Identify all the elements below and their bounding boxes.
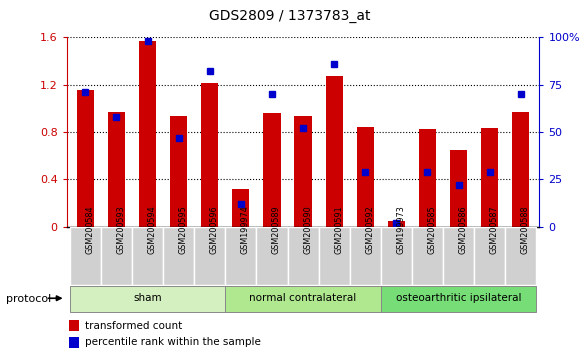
Bar [325,76,343,227]
FancyBboxPatch shape [194,227,225,285]
Text: sham: sham [133,293,162,303]
Text: GSM199974: GSM199974 [241,205,250,254]
FancyBboxPatch shape [381,286,536,312]
FancyBboxPatch shape [70,286,225,312]
Bar [108,112,125,227]
FancyBboxPatch shape [412,227,443,285]
FancyBboxPatch shape [381,227,412,285]
Text: GSM199973: GSM199973 [396,205,405,254]
FancyBboxPatch shape [443,227,474,285]
Bar [419,130,436,227]
Bar [139,41,156,227]
Bar [201,83,218,227]
Text: GSM200594: GSM200594 [147,205,157,254]
Bar [69,337,79,348]
FancyBboxPatch shape [474,227,505,285]
Text: GSM200596: GSM200596 [210,205,219,254]
FancyBboxPatch shape [288,227,318,285]
FancyBboxPatch shape [225,286,381,312]
Bar [233,189,249,227]
Bar [450,150,467,227]
Text: GSM200592: GSM200592 [365,205,374,254]
Bar [295,116,311,227]
Text: GSM200593: GSM200593 [117,205,125,254]
FancyBboxPatch shape [132,227,163,285]
Bar [388,221,405,227]
Bar [77,90,94,227]
Text: GDS2809 / 1373783_at: GDS2809 / 1373783_at [209,9,371,23]
Text: percentile rank within the sample: percentile rank within the sample [85,337,260,347]
Text: GSM200589: GSM200589 [272,205,281,254]
Bar [481,128,498,227]
Text: GSM200588: GSM200588 [521,205,530,254]
Text: GSM200586: GSM200586 [459,205,467,254]
Text: GSM200587: GSM200587 [490,205,499,254]
FancyBboxPatch shape [101,227,132,285]
FancyBboxPatch shape [318,227,350,285]
Text: GSM200595: GSM200595 [179,205,188,254]
Text: protocol: protocol [6,294,51,304]
Text: GSM200591: GSM200591 [334,205,343,254]
Text: osteoarthritic ipsilateral: osteoarthritic ipsilateral [396,293,521,303]
Bar [357,127,374,227]
FancyBboxPatch shape [70,227,101,285]
FancyBboxPatch shape [225,227,256,285]
Bar [69,320,79,331]
FancyBboxPatch shape [163,227,194,285]
Text: GSM200584: GSM200584 [85,205,95,254]
FancyBboxPatch shape [256,227,288,285]
Bar [263,113,281,227]
Text: transformed count: transformed count [85,321,182,331]
Text: GSM200590: GSM200590 [303,205,312,254]
Bar [170,116,187,227]
FancyBboxPatch shape [350,227,381,285]
Bar [512,112,530,227]
Text: GSM200585: GSM200585 [427,205,436,254]
Text: normal contralateral: normal contralateral [249,293,357,303]
FancyBboxPatch shape [505,227,536,285]
